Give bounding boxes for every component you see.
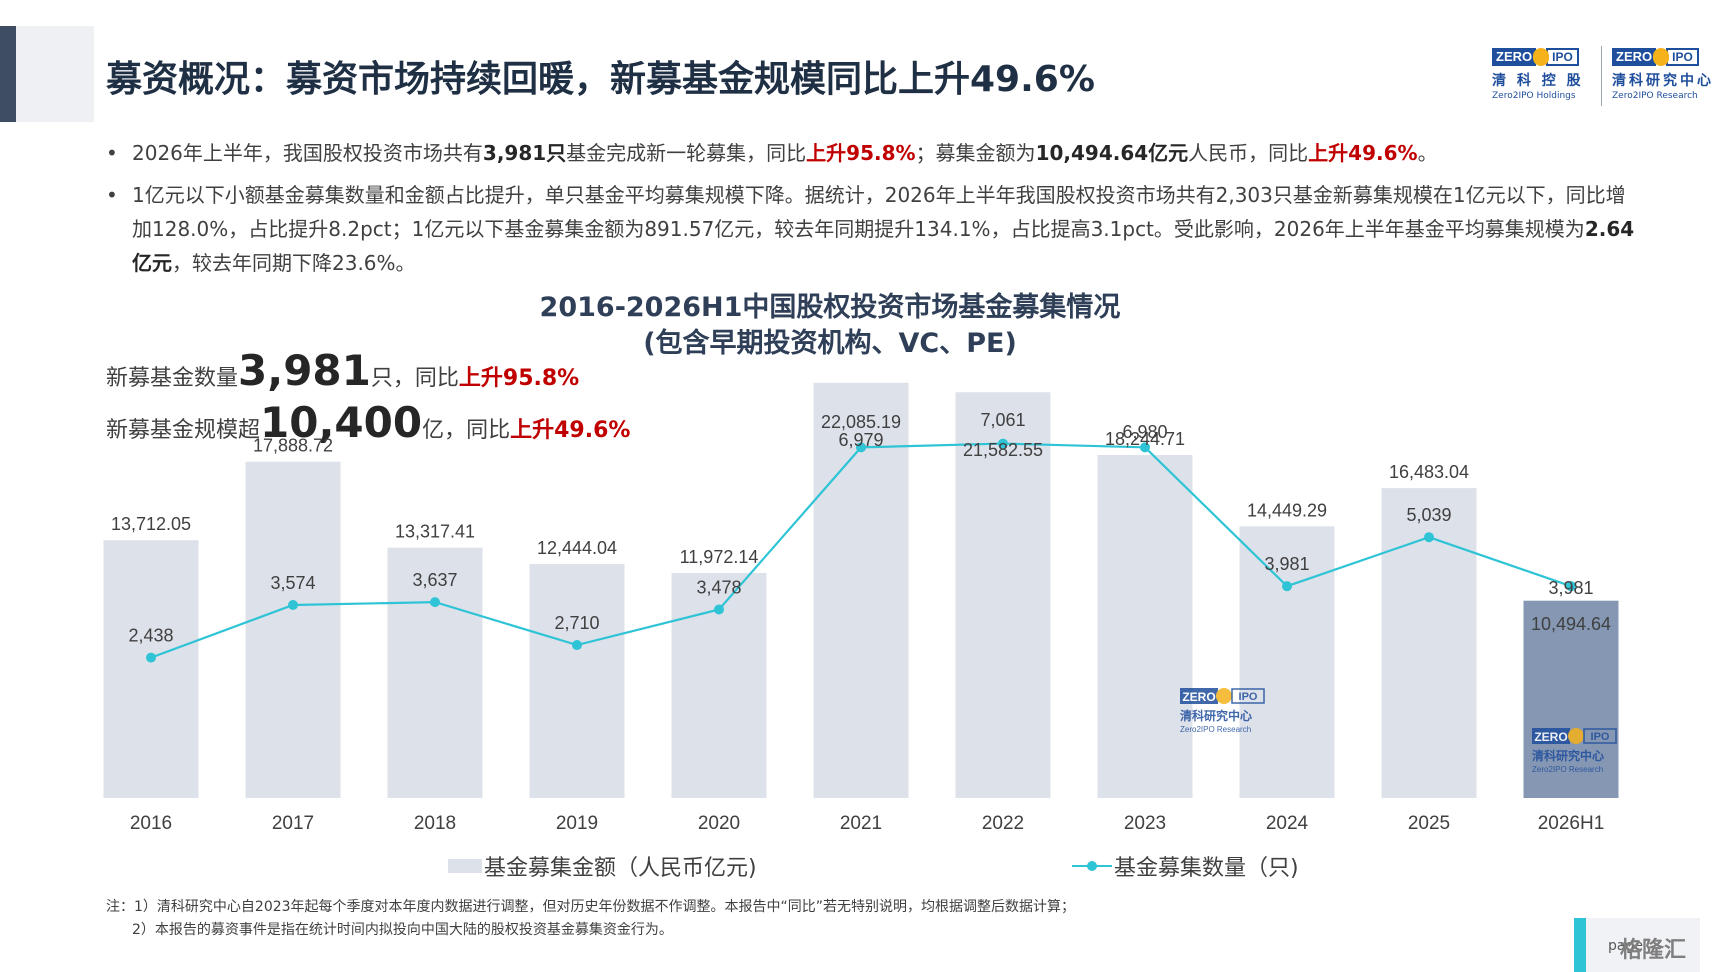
page-title: 募资概况：募资市场持续回暖，新募基金规模同比上升49.6% xyxy=(106,59,1095,100)
page-accent-bar xyxy=(1574,918,1586,972)
bar-2022 xyxy=(955,392,1051,798)
count-point-2023 xyxy=(1140,442,1150,453)
bar-2023 xyxy=(1097,454,1193,798)
line-label-2025: 5,039 xyxy=(1406,505,1451,525)
x-tick-2026H1: 2026H1 xyxy=(1538,813,1605,834)
svg-text:清科研究中心: 清科研究中心 xyxy=(1532,748,1604,763)
legend-line-series: 基金募集数量（只) xyxy=(1072,850,1299,882)
svg-text:ZERO: ZERO xyxy=(1534,730,1567,744)
chart-title-block: 2016-2026H1中国股权投资市场基金募集情况 (包含早期投资机构、VC、P… xyxy=(480,290,1180,362)
bar-2018 xyxy=(387,547,483,798)
svg-text:清科研究中心: 清科研究中心 xyxy=(1180,708,1252,723)
x-tick-2024: 2024 xyxy=(1266,813,1309,834)
zero2ipo-holdings-logo: ZERO IPO 清 科 控 股 Zero2IPO Holdings xyxy=(1492,48,1584,101)
bar-label-2023: 18,244.71 xyxy=(1105,429,1185,449)
x-tick-2022: 2022 xyxy=(982,813,1024,834)
summary-bullets: • 2026年上半年，我国股权投资市场共有3,981只基金完成新一轮募集，同比上升… xyxy=(106,136,1636,280)
count-point-2016 xyxy=(146,652,156,663)
svg-text:Zero2IPO Research: Zero2IPO Research xyxy=(1532,765,1603,774)
bar-label-2019: 12,444.04 xyxy=(537,538,617,558)
logo-divider xyxy=(1601,46,1602,106)
bar-2024 xyxy=(1239,526,1335,798)
x-tick-2025: 2025 xyxy=(1408,813,1450,834)
legend-bar-swatch xyxy=(448,859,482,873)
page-number-box xyxy=(1574,918,1700,972)
line-label-2023: 6,980 xyxy=(1122,422,1167,442)
bar-label-2020: 11,972.14 xyxy=(680,547,759,567)
count-point-2017 xyxy=(288,600,298,611)
count-point-2021 xyxy=(856,442,866,453)
count-point-2018 xyxy=(430,597,440,608)
x-tick-2018: 2018 xyxy=(414,813,456,834)
count-point-2026H1 xyxy=(1566,581,1576,592)
line-label-2021: 6,979 xyxy=(838,430,883,450)
bar-label-2025: 16,483.04 xyxy=(1389,462,1469,482)
count-point-2025 xyxy=(1424,532,1434,543)
legend-bar-series: 基金募集金额（人民币亿元) xyxy=(448,850,757,882)
line-label-2022: 7,061 xyxy=(980,410,1025,430)
bar-2017 xyxy=(245,461,341,798)
highlight-fund-scale: 新募基金规模超10,400亿，同比上升49.6% xyxy=(106,398,631,447)
bar-label-2021: 22,085.19 xyxy=(821,412,901,432)
footnotes: 注：1）清科研究中心自2023年起每个季度对本年度内数据进行调整，但对历史年份数… xyxy=(106,896,1075,942)
bar-label-2026H1: 10,494.64 xyxy=(1531,614,1611,634)
legend-line-swatch xyxy=(1072,859,1112,873)
chart-title: 2016-2026H1中国股权投资市场基金募集情况 xyxy=(539,292,1121,323)
line-label-2019: 2,710 xyxy=(554,613,599,633)
line-label-2017: 3,574 xyxy=(270,573,315,593)
line-label-2020: 3,478 xyxy=(696,577,741,597)
gelonghui-watermark: 格隆汇 xyxy=(1620,938,1687,963)
bar-label-2018: 13,317.41 xyxy=(395,522,475,542)
highlight-fund-count: 新募基金数量3,981只，同比上升95.8% xyxy=(106,346,580,395)
bar-label-2024: 14,449.29 xyxy=(1247,500,1327,520)
chart-watermark-logo: ZERO IPO 清科研究中心 Zero2IPO Research xyxy=(1532,728,1617,774)
chart-subtitle: (包含早期投资机构、VC、PE) xyxy=(643,328,1017,359)
svg-text:Zero2IPO Research: Zero2IPO Research xyxy=(1180,725,1251,734)
bullet-1: • 2026年上半年，我国股权投资市场共有3,981只基金完成新一轮募集，同比上升… xyxy=(106,141,1438,165)
svg-text:IPO: IPO xyxy=(1239,691,1258,703)
count-point-2024 xyxy=(1282,581,1292,592)
bar-2026H1 xyxy=(1523,600,1619,798)
footnote-2: 2）本报告的募资事件是指在统计时间内拟投向中国大陆的股权投资基金募集资金行为。 xyxy=(132,922,673,938)
line-label-2018: 3,637 xyxy=(412,570,457,590)
zero2ipo-research-logo: ZERO IPO 清科研究中心 Zero2IPO Research xyxy=(1612,48,1714,101)
footnote-1: 注：1）清科研究中心自2023年起每个季度对本年度内数据进行调整，但对历史年份数… xyxy=(106,899,1076,915)
x-tick-2020: 2020 xyxy=(698,813,740,834)
svg-text:IPO: IPO xyxy=(1591,731,1610,743)
svg-text:ZERO: ZERO xyxy=(1182,690,1215,704)
bullet-2: • 1亿元以下小额基金募集数量和金额占比提升，单只基金平均募集规模下降。据统计，2… xyxy=(106,183,1635,275)
bar-label-2022: 21,582.55 xyxy=(963,440,1043,460)
bar-label-2017: 17,888.72 xyxy=(253,436,333,456)
chart-watermark-logo: ZERO IPO 清科研究中心 Zero2IPO Research xyxy=(1180,688,1265,734)
x-tick-2019: 2019 xyxy=(556,813,598,834)
x-tick-2021: 2021 xyxy=(840,813,882,834)
header-accent-bar xyxy=(0,26,16,122)
bar-label-2016: 13,712.05 xyxy=(111,514,191,534)
x-tick-2023: 2023 xyxy=(1124,813,1166,834)
x-tick-2017: 2017 xyxy=(272,813,314,834)
count-point-2022 xyxy=(998,438,1008,449)
line-label-2026H1: 3,981 xyxy=(1548,578,1593,598)
page-label: page xyxy=(1608,938,1643,954)
count-point-2020 xyxy=(714,604,724,615)
line-label-2024: 3,981 xyxy=(1264,554,1309,574)
line-label-2016: 2,438 xyxy=(128,626,173,646)
x-tick-2016: 2016 xyxy=(130,813,172,834)
bar-2019 xyxy=(529,564,625,798)
count-point-2019 xyxy=(572,640,582,651)
bar-2016 xyxy=(103,540,199,798)
